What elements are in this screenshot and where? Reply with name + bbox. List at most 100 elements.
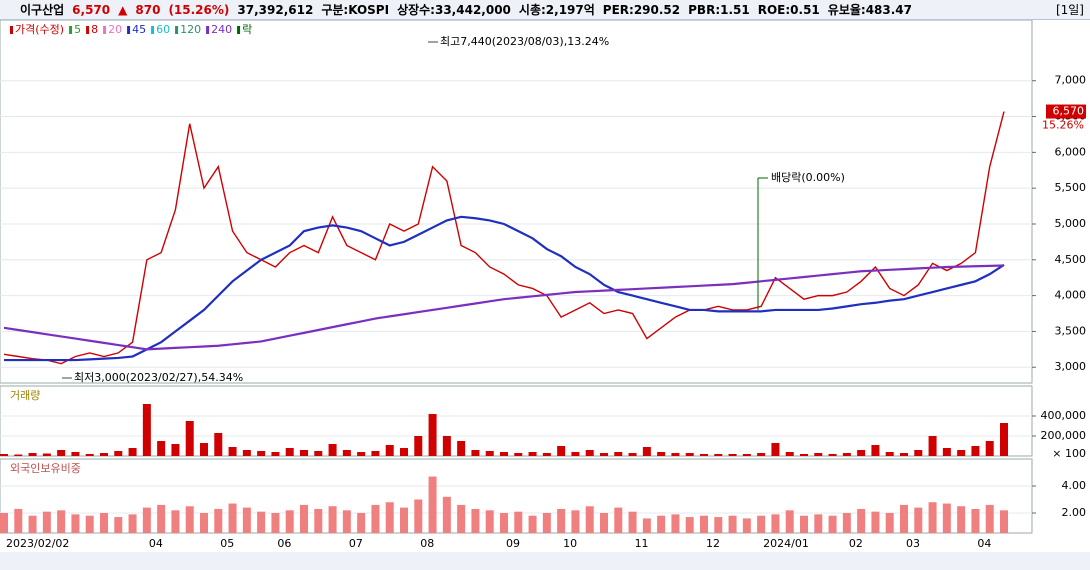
bar [314, 451, 323, 456]
legend-entry: 가격(수정) [15, 23, 64, 36]
bar [600, 453, 608, 456]
bar [14, 454, 23, 456]
bar [0, 513, 8, 533]
price-line [4, 215, 1005, 362]
bar [628, 453, 637, 456]
bar [442, 436, 451, 456]
bar [214, 433, 223, 456]
bar [528, 515, 537, 533]
bar [85, 515, 94, 533]
bar [614, 452, 623, 456]
bar [485, 510, 494, 533]
bar [342, 450, 351, 456]
bar [942, 448, 951, 456]
market: 구분:KOSPI [321, 3, 390, 17]
change-pct: (15.26%) [168, 2, 230, 17]
bar [385, 502, 394, 533]
bar [485, 451, 494, 456]
legend-swatch [175, 26, 179, 34]
scrollbar[interactable] [0, 552, 1090, 570]
x-tick-label: 02 [849, 537, 863, 550]
bar [400, 507, 408, 533]
bar [271, 452, 280, 456]
bar [228, 503, 237, 533]
bar [828, 454, 837, 456]
bar [142, 404, 151, 456]
bar [642, 518, 651, 533]
bar [28, 453, 37, 456]
bar [57, 510, 66, 533]
legend-entry: 5 [74, 23, 81, 36]
y-tick-label: 4,000 [1055, 289, 1087, 302]
bar [100, 513, 108, 533]
bar [800, 454, 808, 456]
change: 870 [135, 2, 161, 17]
y-tick-label: 3,500 [1055, 324, 1087, 337]
bar [428, 476, 437, 533]
x-tick-label: 04 [149, 537, 163, 550]
bar [385, 445, 394, 456]
bar [885, 452, 894, 456]
period[interactable]: [1일] [1055, 3, 1084, 17]
name: 이구산업 [20, 3, 65, 17]
bar [300, 504, 308, 533]
legend-entry: 120 [180, 23, 201, 36]
y-tick-label: 7,000 [1055, 74, 1087, 87]
y-tick-label: 2.00 [1062, 506, 1087, 519]
y-tick-label: 5,500 [1055, 181, 1087, 194]
legend-swatch [86, 26, 90, 34]
panel-title: 거래량 [10, 389, 40, 402]
y-tick-label: 3,000 [1055, 360, 1087, 373]
bar [757, 515, 766, 533]
bar [785, 510, 794, 533]
bar [657, 515, 666, 533]
bar [771, 514, 780, 533]
bar [85, 454, 94, 456]
bar [428, 414, 437, 456]
bar [771, 443, 780, 456]
bar [857, 450, 866, 456]
bar [128, 448, 137, 456]
bar [514, 511, 523, 533]
bar [242, 450, 251, 456]
bar [571, 452, 580, 456]
bar [885, 513, 894, 533]
reserve: 유보율:483.47 [827, 3, 913, 17]
bar [285, 510, 294, 533]
arrow: ▲ [118, 2, 128, 17]
bar [500, 513, 508, 533]
bar [1000, 510, 1008, 533]
bar [157, 504, 166, 533]
bar [14, 508, 23, 533]
bar [742, 454, 751, 456]
bar [557, 446, 566, 456]
bar [42, 453, 51, 456]
current-price: 6,570 [1053, 105, 1085, 118]
y-tick-label: 6,000 [1055, 145, 1087, 158]
legend-swatch [10, 26, 13, 34]
current-pct: 15.26% [1042, 119, 1084, 132]
bar [900, 453, 908, 456]
bar [257, 451, 266, 456]
annotation: 최저3,000(2023/02/27),54.34% [74, 371, 243, 384]
bar [857, 508, 866, 533]
chart: 3,0003,5004,0004,5005,0005,5006,0006,500… [0, 20, 1090, 570]
bar [228, 447, 237, 456]
annotation: 배당락(0.00%) [771, 171, 845, 184]
bar [842, 453, 851, 456]
bar [657, 452, 666, 456]
bar [71, 452, 80, 456]
bar [371, 504, 380, 533]
cap: 시총:2,197억 [518, 3, 595, 17]
bar [542, 453, 551, 456]
bar [100, 453, 108, 456]
bar [814, 514, 823, 533]
bar [757, 453, 766, 456]
bar [471, 508, 480, 533]
bar [728, 454, 737, 456]
bar [314, 508, 323, 533]
bar [185, 506, 194, 533]
bar [514, 453, 523, 456]
bar [328, 444, 337, 456]
volume: 37,392,612 [237, 2, 314, 17]
